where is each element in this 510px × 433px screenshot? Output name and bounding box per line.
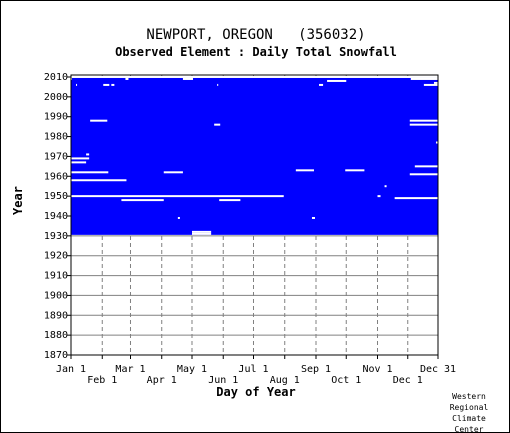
missing-segment (219, 199, 241, 202)
missing-segment (71, 179, 127, 182)
missing-segment (90, 119, 108, 122)
x-tick-label: Nov 1 (362, 364, 392, 375)
x-tick-label: Jan 1 (56, 364, 86, 375)
chart-title: NEWPORT, OREGON (356032) (146, 27, 366, 43)
x-tick-label: Feb 1 (87, 375, 117, 386)
missing-segment (423, 83, 438, 86)
data-block (71, 75, 438, 235)
credit-line-1: Western (452, 392, 486, 401)
missing-segment (86, 153, 90, 156)
missing-segment (435, 141, 438, 144)
credit-line-4: Center (454, 425, 484, 433)
missing-segment (410, 77, 438, 80)
missing-segment (191, 230, 212, 233)
y-tick-label: 1910 (44, 271, 68, 282)
missing-segment (414, 165, 438, 168)
x-tick-label: Aug 1 (270, 375, 300, 386)
missing-segment (111, 83, 115, 86)
missing-segment (71, 161, 87, 164)
missing-segment (319, 83, 324, 86)
missing-segment (76, 83, 78, 86)
credit-block: Western Regional Climate Center (441, 391, 497, 433)
missing-segment (163, 171, 183, 174)
missing-segment (311, 216, 315, 219)
y-tick-label: 1890 (44, 310, 68, 321)
missing-segment (177, 216, 180, 219)
y-tick-label: 1870 (44, 350, 68, 361)
x-tick-label: Dec 31 (420, 364, 456, 375)
missing-segment (384, 185, 387, 188)
missing-segment (409, 173, 438, 176)
y-axis-label: Year (11, 186, 25, 215)
missing-segment (377, 195, 381, 198)
y-tick-label: 1880 (44, 330, 68, 341)
missing-segment (217, 83, 219, 86)
missing-segment (433, 81, 438, 84)
y-tick-label: 1920 (44, 251, 68, 262)
y-tick-label: 1960 (44, 171, 68, 182)
missing-segment (394, 197, 438, 200)
y-tick-label: 1980 (44, 132, 68, 143)
x-tick-label: Jun 1 (208, 375, 238, 386)
y-tick-label: 1900 (44, 290, 68, 301)
missing-segment (71, 157, 90, 160)
x-tick-label: May 1 (177, 364, 207, 375)
x-tick-label: Apr 1 (147, 375, 177, 386)
missing-segment (409, 119, 438, 122)
y-tick-label: 1940 (44, 211, 68, 222)
missing-segment (182, 77, 193, 80)
chart-subtitle: Observed Element : Daily Total Snowfall (115, 45, 397, 59)
missing-segment (71, 75, 438, 78)
missing-segment (103, 83, 110, 86)
missing-segment (125, 77, 129, 80)
missing-segment (345, 169, 365, 172)
missing-segment (191, 232, 212, 235)
missing-segment (71, 195, 284, 198)
missing-segment (214, 123, 221, 126)
y-tick-label: 1950 (44, 191, 68, 202)
y-tick-label: 1990 (44, 112, 68, 123)
missing-segment (409, 123, 438, 126)
x-tick-label: Oct 1 (331, 375, 361, 386)
plot-frame (70, 74, 439, 356)
missing-segment (121, 199, 164, 202)
x-tick-label: Jul 1 (238, 364, 268, 375)
missing-segment (295, 169, 314, 172)
credit-line-2: Regional (449, 403, 489, 412)
x-tick-label: Mar 1 (115, 364, 145, 375)
x-tick-label: Dec 1 (393, 375, 423, 386)
missing-segment (71, 171, 109, 174)
x-axis-label: Day of Year (216, 385, 296, 399)
missing-segment (327, 79, 347, 82)
missing-segment (71, 77, 73, 80)
credit-line-3: Climate (452, 414, 486, 423)
y-tick-label: 1970 (44, 151, 68, 162)
y-tick-label: 2000 (44, 92, 68, 103)
y-tick-label: 1930 (44, 231, 68, 242)
x-tick-label: Sep 1 (301, 364, 331, 375)
y-tick-label: 2010 (44, 72, 68, 83)
